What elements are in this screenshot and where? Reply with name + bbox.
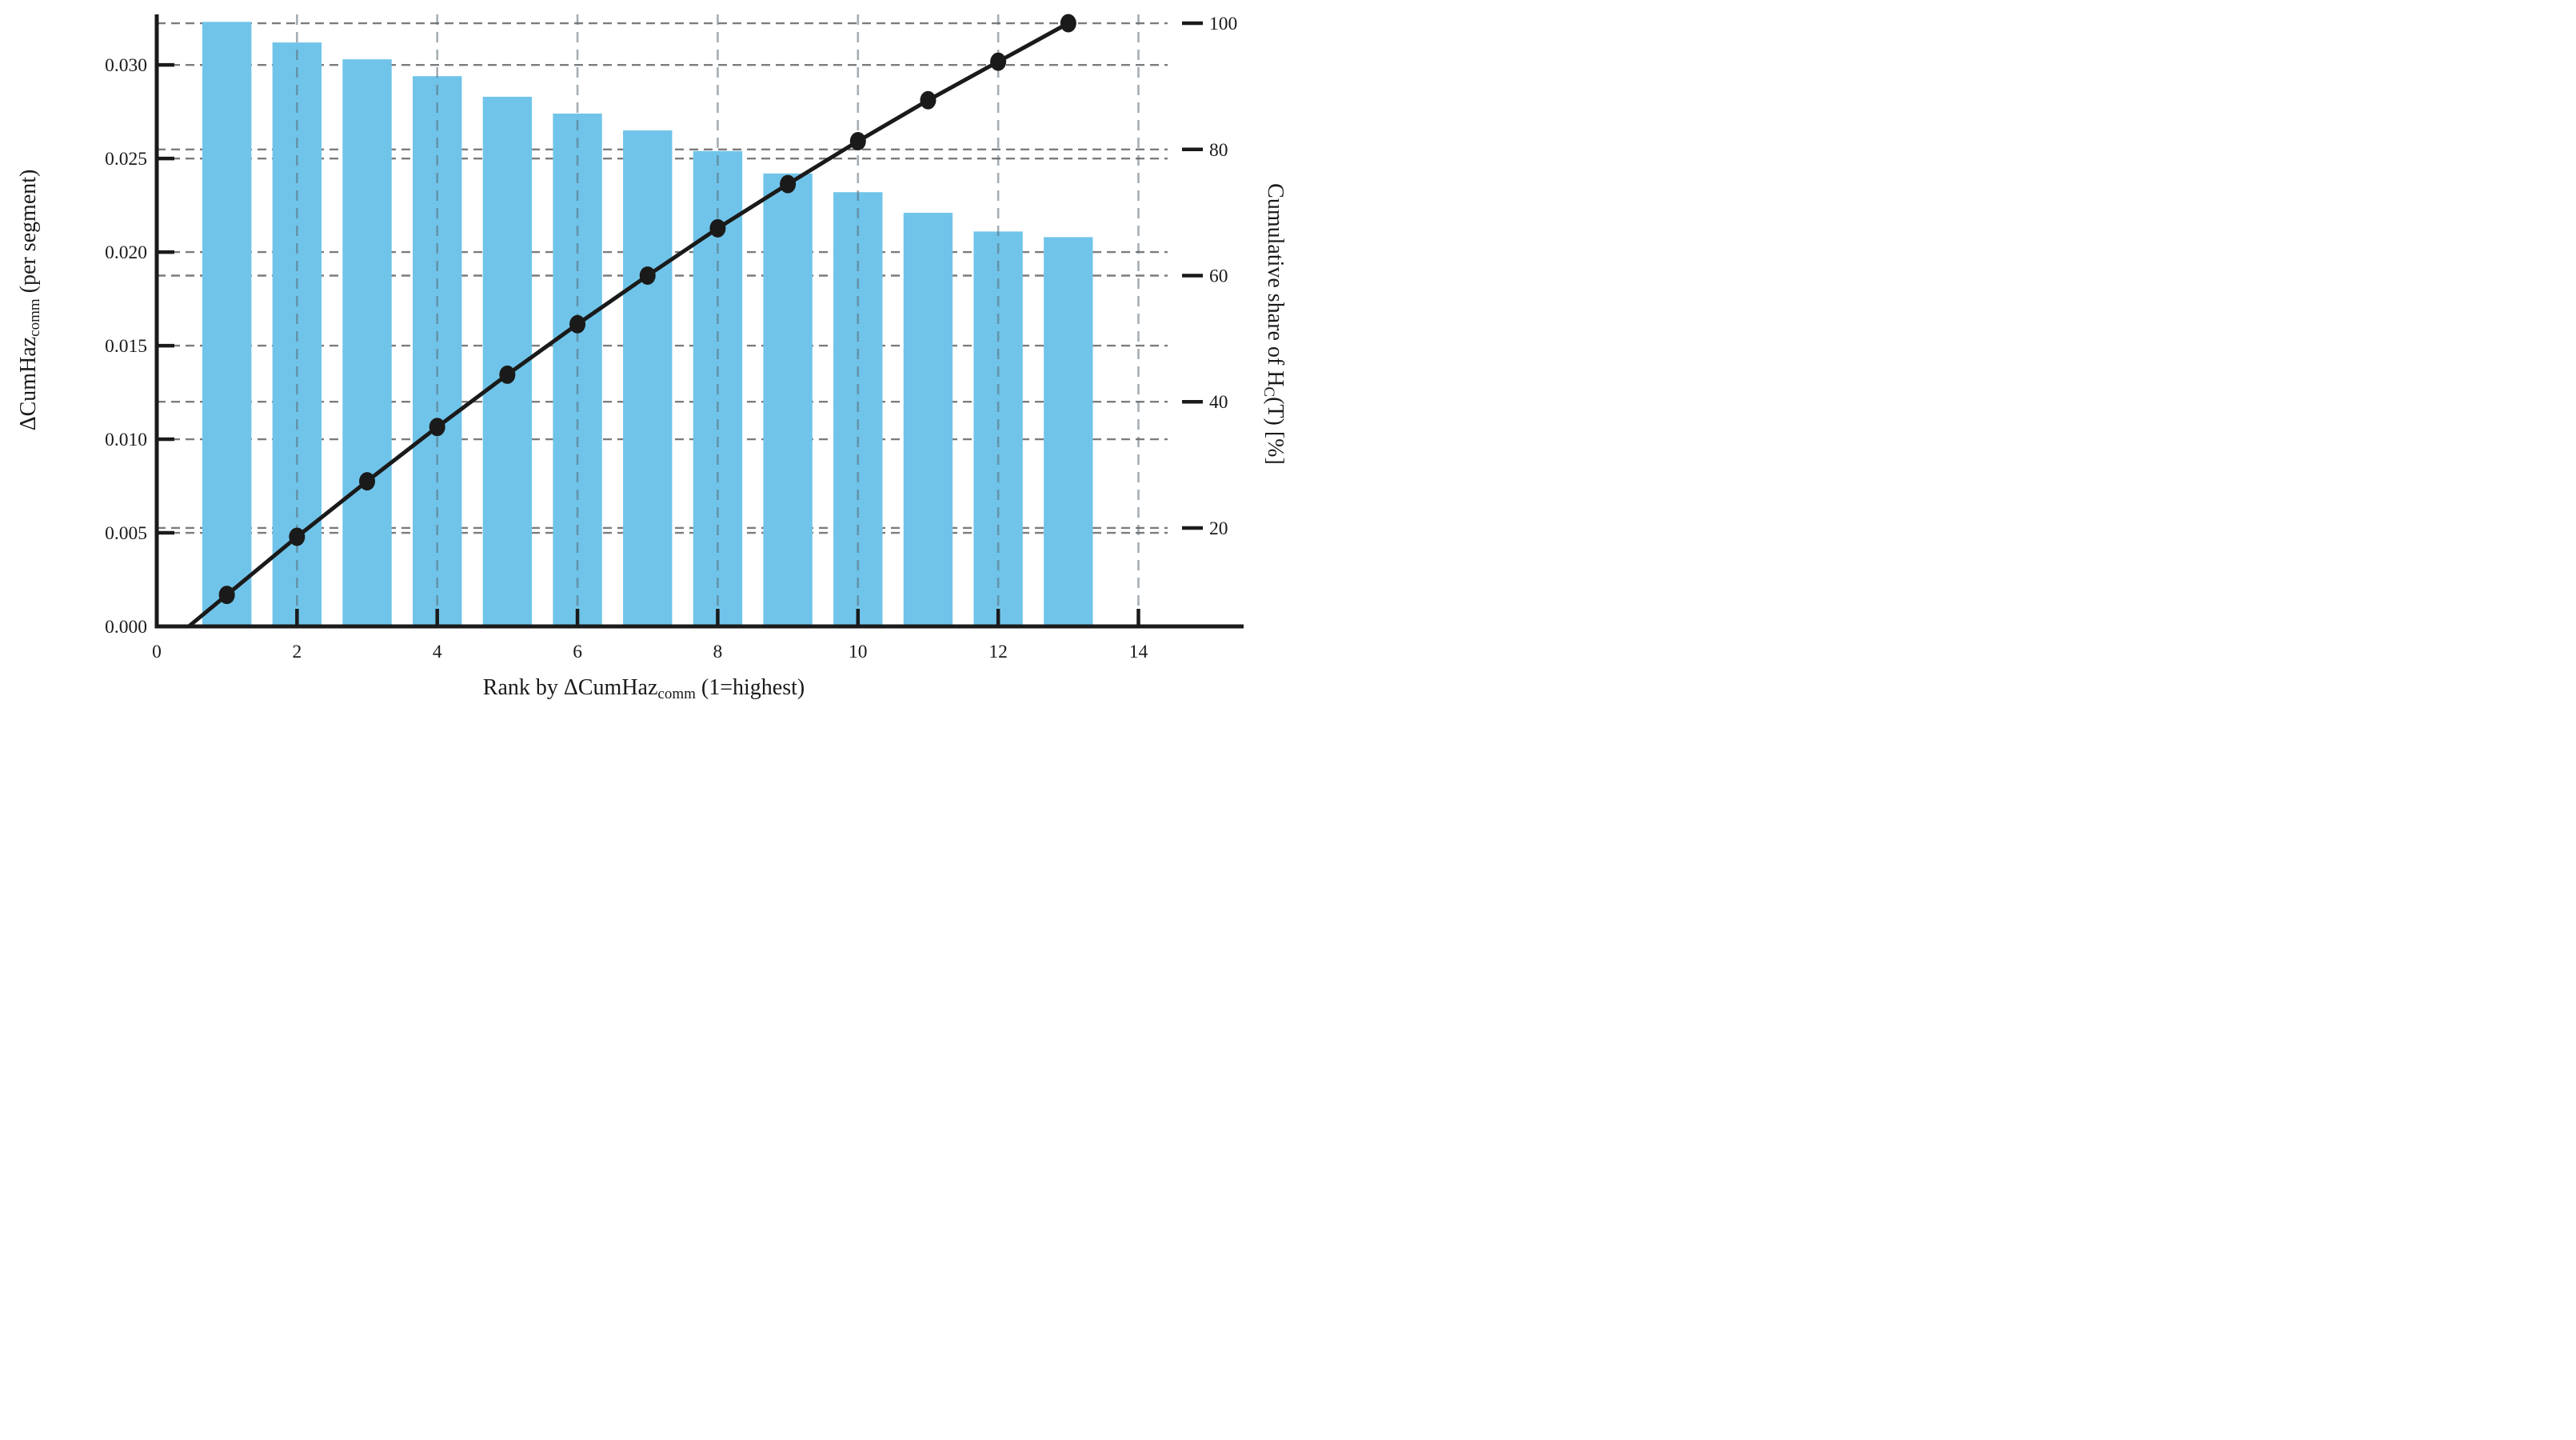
line-point-rank-6 <box>569 314 586 334</box>
y-right-tick-label-40: 40 <box>1209 392 1228 413</box>
line-point-rank-4 <box>429 418 445 437</box>
x-tick-label-8: 8 <box>713 642 723 662</box>
line-point-rank-13 <box>1060 14 1076 33</box>
x-axis-title: Rank by ΔCumHazcomm (1=highest) <box>483 675 805 702</box>
line-point-rank-10 <box>849 132 866 151</box>
line-point-rank-12 <box>990 52 1007 71</box>
bar-rank-13 <box>1044 237 1093 626</box>
line-point-rank-5 <box>499 365 516 384</box>
x-tick-label-12: 12 <box>988 642 1008 662</box>
y-left-tick-label-0.005: 0.005 <box>105 523 147 544</box>
line-point-rank-1 <box>218 586 235 605</box>
x-tick-label-14: 14 <box>1129 642 1148 662</box>
x-tick-label-6: 6 <box>573 642 582 662</box>
y-left-tick-label-0.025: 0.025 <box>105 149 147 170</box>
bar-rank-1 <box>202 22 252 627</box>
y-left-tick-label-0.020: 0.020 <box>105 242 147 263</box>
y-left-tick-label-0.030: 0.030 <box>105 55 147 76</box>
y-axis-title-left: ΔCumHazcomm (per segment) <box>16 170 43 431</box>
y-left-tick-label-0.010: 0.010 <box>105 430 147 450</box>
line-point-rank-7 <box>639 266 656 286</box>
y-left-tick-label-0.000: 0.000 <box>105 617 147 638</box>
y-right-tick-label-80: 80 <box>1209 140 1228 161</box>
y-right-tick-label-100: 100 <box>1209 14 1237 34</box>
x-tick-label-2: 2 <box>292 642 302 662</box>
chart-svg: 0.0000.0050.0100.0150.0200.0250.03020406… <box>16 14 1288 702</box>
y-axis-title-right: Cumulative share of HC(T) [%] <box>1260 183 1288 465</box>
x-tick-label-4: 4 <box>433 642 442 662</box>
line-point-rank-2 <box>289 527 306 546</box>
cumulative-line <box>187 21 1070 628</box>
bar-rank-11 <box>903 212 953 626</box>
bar-rank-9 <box>763 173 813 626</box>
line-point-rank-9 <box>780 174 797 194</box>
pareto-chart-figure: 0.000 0.005 0.010 0.015 0.020 0.025 0.030 20 40 6… <box>0 0 1288 720</box>
y-right-tick-label-20: 20 <box>1209 518 1228 539</box>
line-point-rank-8 <box>709 218 726 238</box>
x-tick-label-0: 0 <box>152 642 162 662</box>
bar-rank-3 <box>342 59 392 626</box>
bar-rank-7 <box>623 130 673 626</box>
y-left-tick-label-0.015: 0.015 <box>105 336 147 357</box>
line-point-rank-3 <box>359 472 376 491</box>
y-right-tick-label-60: 60 <box>1209 266 1228 287</box>
x-tick-label-10: 10 <box>849 642 868 662</box>
line-point-rank-11 <box>920 90 937 110</box>
